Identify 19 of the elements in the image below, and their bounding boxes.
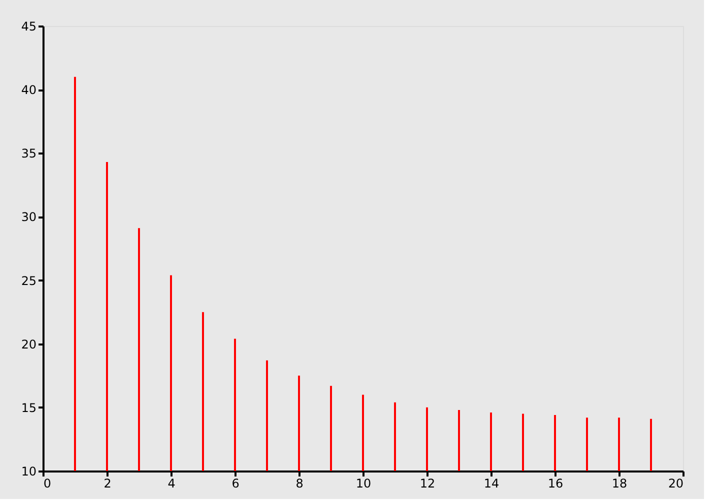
x-tick-label: 12: [420, 476, 436, 490]
y-tick-label: 35: [21, 146, 36, 161]
y-tick-label: 15: [21, 400, 36, 415]
y-tick-label: 45: [21, 20, 36, 34]
x-tick-label: 18: [612, 476, 628, 490]
x-tick-label: 8: [296, 476, 304, 490]
y-tick-label: 40: [21, 83, 36, 98]
y-tick-label: 25: [21, 274, 36, 288]
y-tick-label: 20: [21, 337, 36, 352]
x-tick-label: 2: [104, 476, 112, 490]
y-tick-label: 30: [21, 210, 36, 224]
x-tick-label: 10: [356, 476, 372, 490]
x-tick-label: 16: [548, 476, 564, 490]
x-tick-label: 14: [484, 476, 500, 490]
x-tick-label: 20: [668, 476, 684, 490]
x-tick-label: 6: [232, 476, 240, 490]
x-tick-label: 4: [168, 476, 176, 490]
x-tick-label: 0: [44, 476, 52, 490]
y-tick-label: 10: [21, 464, 36, 478]
